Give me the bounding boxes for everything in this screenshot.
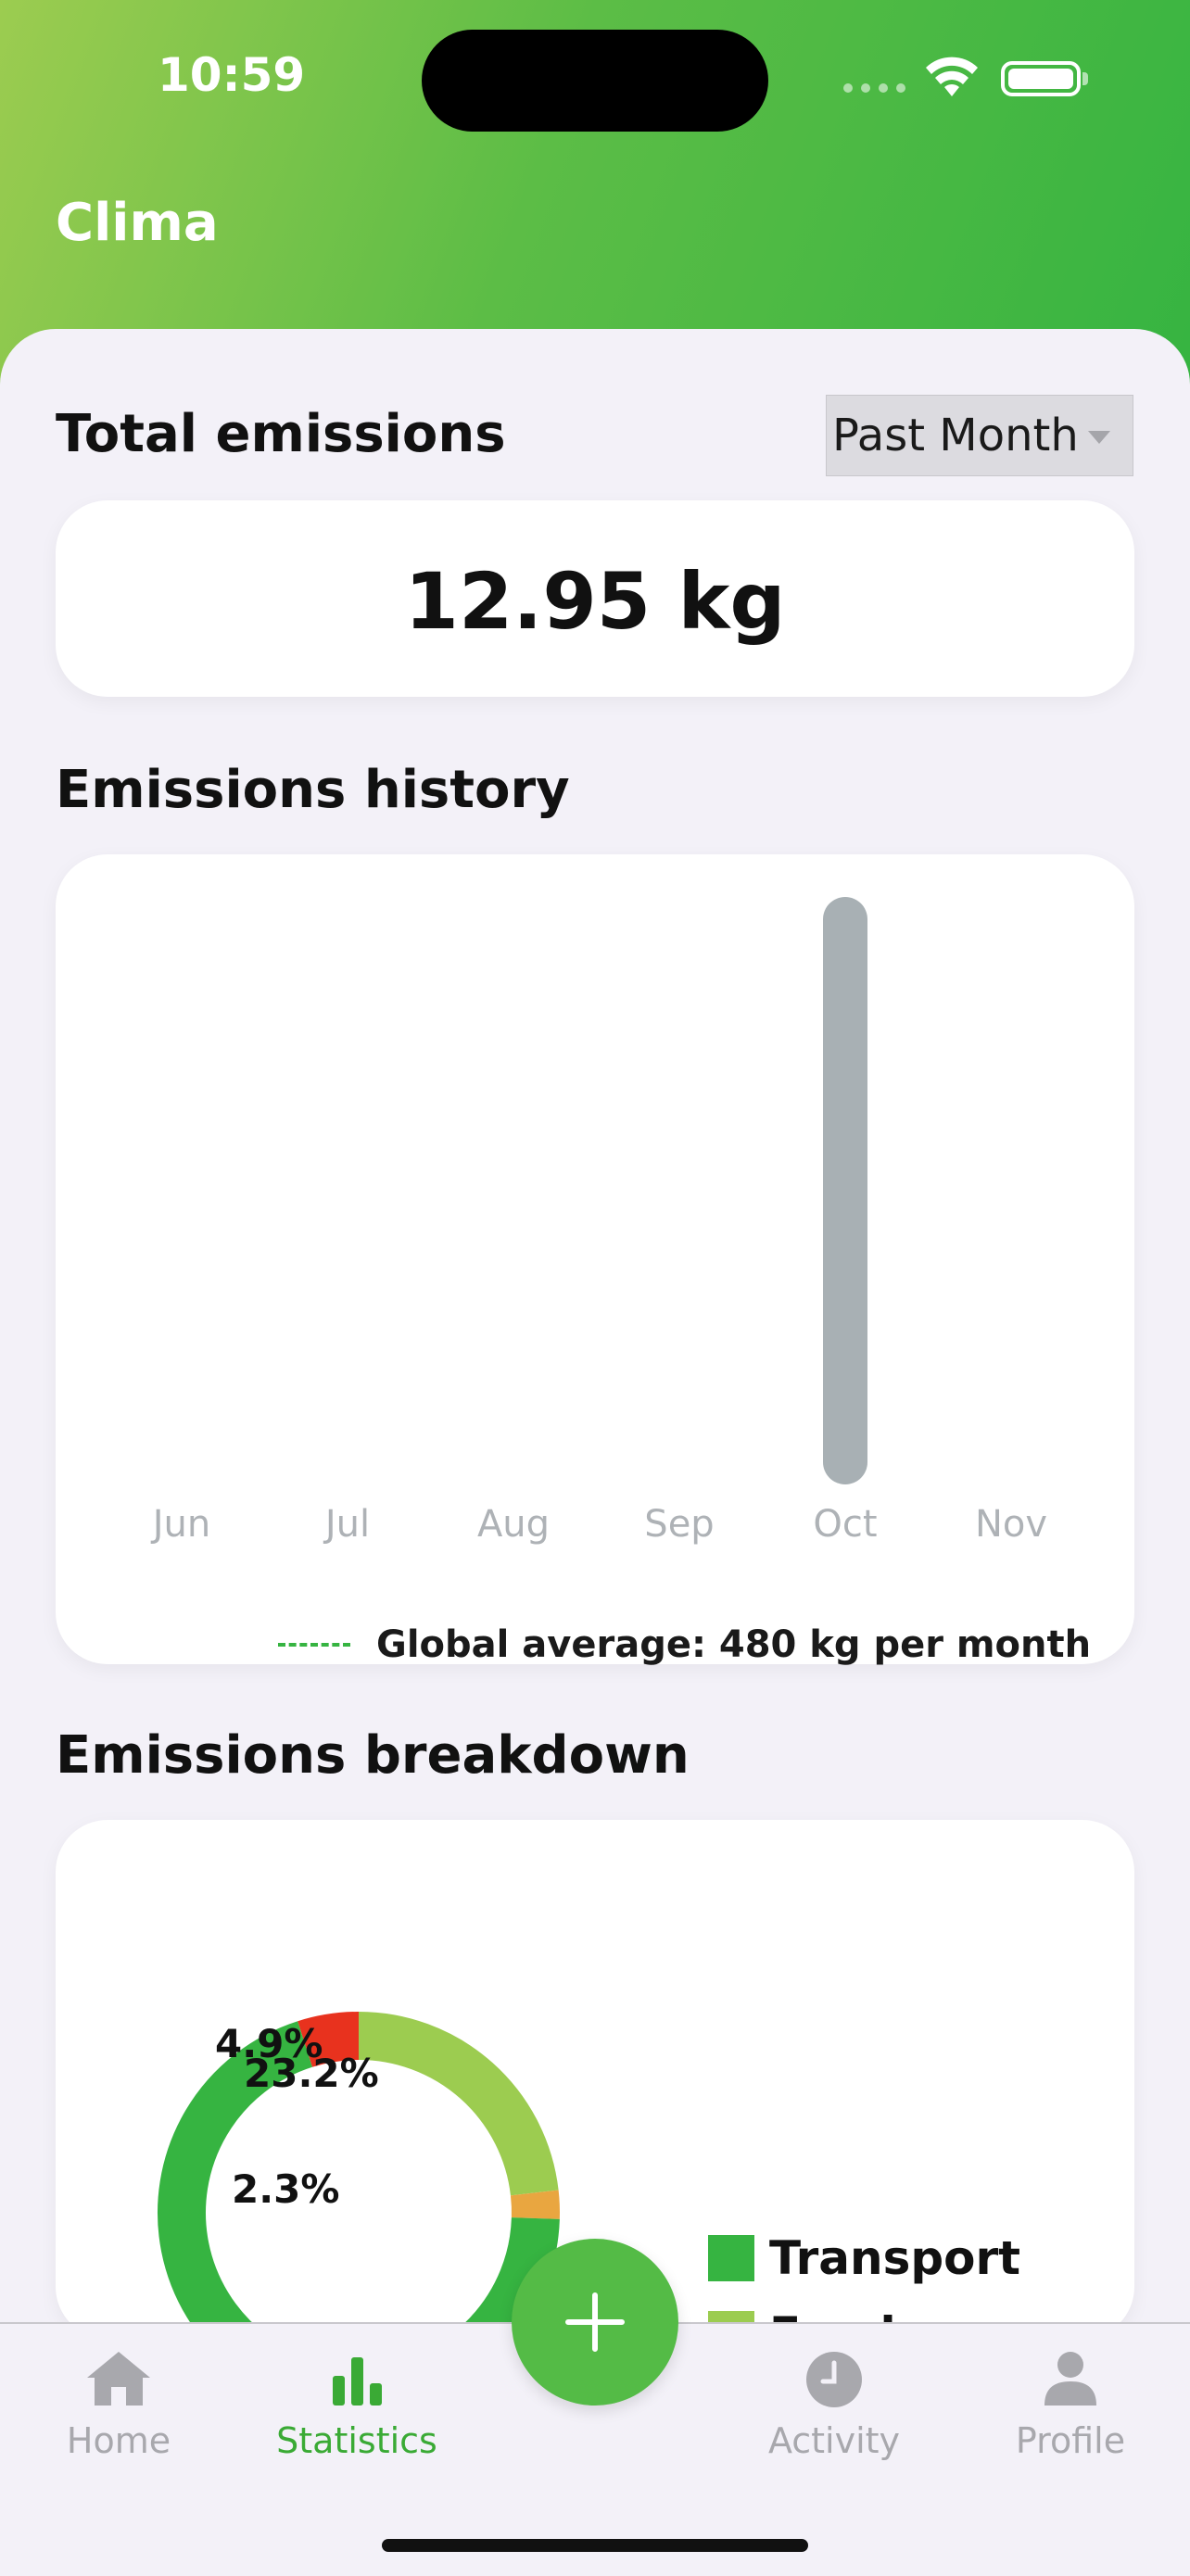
- slice-data-label: 2.3%: [232, 2166, 339, 2212]
- tab-profile-label: Profile: [1015, 2420, 1126, 2461]
- total-emissions-value: 12.95 kg: [404, 556, 786, 647]
- emissions-history-title: Emissions history: [56, 760, 570, 820]
- emissions-breakdown-title: Emissions breakdown: [56, 1725, 690, 1786]
- plus-icon: [565, 2292, 625, 2352]
- donut-slice: [298, 2012, 360, 2067]
- home-indicator: [382, 2539, 808, 2552]
- battery-icon: [1001, 61, 1081, 96]
- house-icon: [87, 2352, 150, 2406]
- tab-profile[interactable]: Profile: [968, 2348, 1172, 2461]
- slice-data-label: 23.2%: [244, 2051, 379, 2096]
- status-time: 10:59: [158, 48, 306, 102]
- app-title: Clima: [56, 193, 219, 253]
- wifi-icon: [926, 57, 978, 96]
- tab-home[interactable]: Home: [17, 2348, 221, 2461]
- header: 10:59 Clima: [0, 0, 1190, 389]
- bar-chart-icon: [333, 2357, 382, 2406]
- slice-data-label: 4.9%: [215, 2021, 323, 2066]
- period-dropdown[interactable]: Past Month: [826, 395, 1133, 476]
- add-activity-button[interactable]: [512, 2239, 678, 2406]
- chevron-down-icon: [1088, 431, 1110, 444]
- period-dropdown-value: Past Month: [832, 410, 1079, 461]
- emissions-history-card: Jun Jul Aug Sep Oct Nov Global average: 480 k…: [56, 854, 1134, 1666]
- clock-icon: [806, 2352, 862, 2407]
- dashed-line-icon: [278, 1643, 350, 1647]
- x-tick-label: Jun: [150, 1503, 211, 1546]
- x-tick-label: Nov: [975, 1503, 1047, 1546]
- tab-statistics-label: Statistics: [276, 2420, 437, 2461]
- emissions-history-chart: Jun Jul Aug Sep Oct Nov: [150, 897, 1047, 1546]
- total-emissions-title: Total emissions: [56, 404, 506, 464]
- tab-home-label: Home: [66, 2420, 171, 2461]
- global-average-legend: Global average: 480 kg per month: [278, 1623, 1091, 1666]
- tab-statistics[interactable]: Statistics: [255, 2348, 459, 2461]
- legend-swatch: [708, 2235, 754, 2281]
- person-icon: [1044, 2352, 1096, 2406]
- dynamic-island: [422, 30, 768, 132]
- x-tick-label: Aug: [477, 1503, 550, 1546]
- tab-activity-label: Activity: [767, 2420, 901, 2461]
- x-tick-label: Jul: [323, 1503, 370, 1546]
- total-emissions-card: 12.95 kg: [56, 500, 1134, 697]
- x-tick-label: Oct: [813, 1503, 877, 1546]
- legend-label: Transport: [769, 2231, 1021, 2285]
- battery-tip: [1082, 72, 1088, 85]
- tab-activity[interactable]: Activity: [732, 2348, 936, 2461]
- donut-slice: [510, 2190, 560, 2219]
- global-average-label: Global average: 480 kg per month: [376, 1623, 1092, 1666]
- cellular-signal-icon: [843, 83, 905, 93]
- x-tick-label: Sep: [644, 1503, 714, 1546]
- donut-slice: [358, 2012, 559, 2196]
- chart-bar: [823, 897, 867, 1484]
- legend-item-transport: Transport: [708, 2231, 1020, 2285]
